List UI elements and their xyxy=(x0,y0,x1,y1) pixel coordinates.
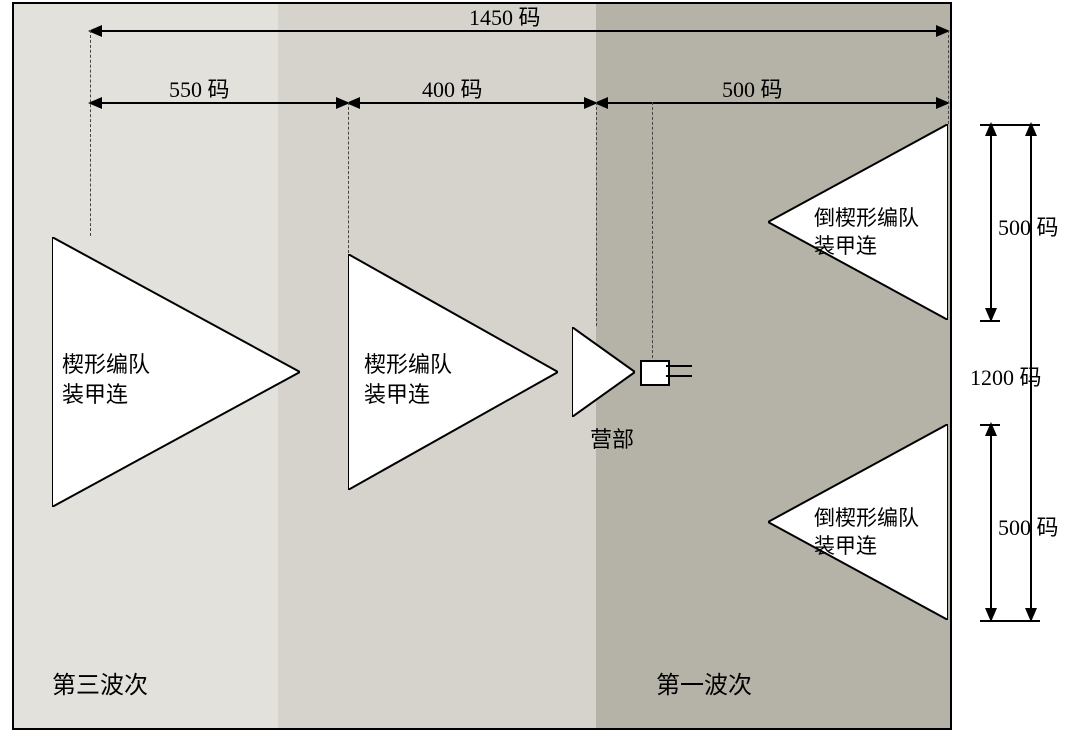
triangle-hq xyxy=(572,327,635,417)
dim-550-label: 550 码 xyxy=(169,72,230,104)
label-first-wave: 第一波次 xyxy=(656,665,752,700)
hq-symbol-box xyxy=(640,360,670,386)
guide-g2 xyxy=(348,102,349,253)
guide-g4 xyxy=(652,102,653,358)
triangle-wave1-top-label: 倒楔形编队装甲连 xyxy=(814,204,919,261)
triangle-wave3-label: 楔形编队装甲连 xyxy=(62,350,150,409)
guide-g1 xyxy=(90,30,91,236)
dim-1200-label: 1200 码 xyxy=(970,360,1042,392)
hq-symbol-line2 xyxy=(666,375,692,377)
triangle-hq-label: 营部 xyxy=(590,425,634,455)
triangle-wave1-bottom-label: 倒楔形编队装甲连 xyxy=(814,504,919,561)
dim-500a-line xyxy=(990,124,992,320)
dim-500h-label: 500 码 xyxy=(722,72,783,104)
dim-500b-line xyxy=(990,424,992,620)
dim-500b-label: 500 码 xyxy=(998,510,1059,542)
hq-symbol-line1 xyxy=(666,365,692,367)
dim-1450-label: 1450 码 xyxy=(469,0,541,32)
dim-500a-label: 500 码 xyxy=(998,210,1059,242)
formation-diagram: 第三波次第一波次楔形编队装甲连楔形编队装甲连营部倒楔形编队装甲连倒楔形编队装甲连… xyxy=(0,0,1067,740)
guide-g3 xyxy=(596,102,597,326)
dim-400-label: 400 码 xyxy=(422,72,483,104)
guide-g5 xyxy=(948,30,949,124)
label-third-wave: 第三波次 xyxy=(52,665,148,700)
triangle-wave2-label: 楔形编队装甲连 xyxy=(364,350,452,409)
